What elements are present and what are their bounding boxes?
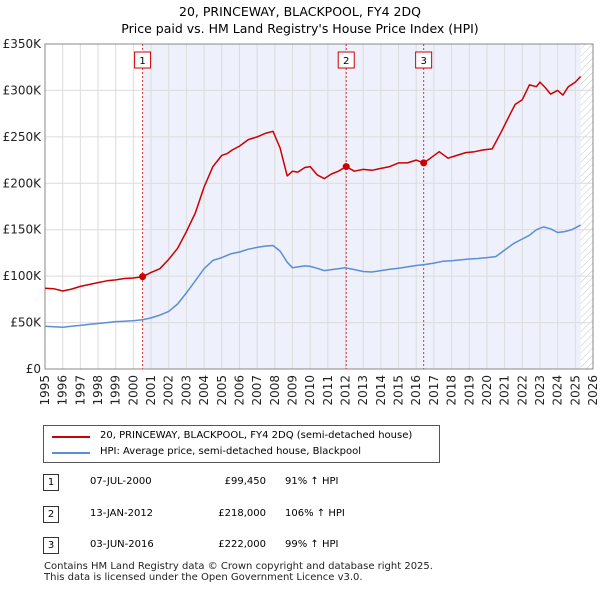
x-tick-label: 2014 [374, 375, 388, 406]
sale-price: £99,450 [224, 476, 266, 487]
x-tick-label: 2019 [462, 375, 476, 406]
y-tick-label: £300K [3, 83, 43, 97]
x-tick-label: 2008 [268, 375, 282, 406]
x-tick-label: 2010 [303, 375, 317, 406]
x-tick-label: 2025 [568, 375, 582, 406]
y-tick-label: £250K [3, 130, 43, 144]
x-tick-label: 2016 [409, 375, 423, 406]
y-tick-label: £350K [3, 37, 43, 51]
legend-label-property: 20, PRINCEWAY, BLACKPOOL, FY4 2DQ (semi-… [100, 430, 413, 441]
x-tick-label: 2011 [321, 375, 335, 406]
sale-hpi-change: 99% ↑ HPI [285, 539, 339, 550]
x-tick-label: 2022 [515, 375, 529, 406]
forecast-hatch [580, 44, 593, 369]
x-tick-label: 2006 [232, 375, 246, 406]
sale-hpi-change: 106% ↑ HPI [285, 508, 345, 519]
sale-marker-box [134, 51, 152, 69]
x-tick-label: 2017 [427, 375, 441, 406]
x-tick-label: 2007 [250, 375, 264, 406]
sale-row: 3 03-JUN-2016 £222,000 99% ↑ HPI [0, 537, 600, 555]
sale-marker-label: 3 [420, 56, 426, 67]
sale-marker-box [337, 51, 355, 69]
sale-price: £222,000 [218, 539, 266, 550]
sale-price: £218,000 [218, 508, 266, 519]
legend: 20, PRINCEWAY, BLACKPOOL, FY4 2DQ (semi-… [43, 425, 440, 463]
x-tick-label: 1998 [91, 375, 105, 406]
x-tick-label: 2003 [179, 375, 193, 406]
chart-title: 20, PRINCEWAY, BLACKPOOL, FY4 2DQ [179, 4, 421, 19]
y-tick-label: £200K [3, 176, 43, 190]
x-tick-label: 2002 [162, 375, 176, 406]
legend-swatch-property [52, 436, 90, 438]
chart-subtitle: Price paid vs. HM Land Registry's House … [121, 21, 479, 36]
x-tick-label: 2012 [339, 375, 353, 406]
sale-row: 2 13-JAN-2012 £218,000 106% ↑ HPI [0, 506, 600, 524]
sale-date: 13-JAN-2012 [90, 508, 154, 519]
legend-swatch-hpi [52, 452, 90, 454]
x-tick-label: 2013 [356, 375, 370, 406]
sale-row: 1 07-JUL-2000 £99,450 91% ↑ HPI [0, 474, 600, 492]
sale-date: 03-JUN-2016 [90, 539, 154, 550]
sale-marker-box [415, 51, 433, 69]
price-chart: £0 £50K £100K £150K £200K £250K £300K £350K 1995… [3, 37, 600, 406]
x-tick-label: 1996 [56, 375, 70, 406]
x-tick-label: 2004 [197, 375, 211, 406]
x-tick-label: 1997 [73, 375, 87, 406]
y-tick-label: £150K [3, 223, 43, 237]
sale-marker-label: 1 [139, 56, 145, 67]
x-tick-label: 2020 [480, 375, 494, 406]
sale-number-badge: 1 [43, 474, 59, 491]
hpi-line [44, 224, 581, 328]
sale-point [342, 163, 350, 171]
x-tick-label: 1999 [109, 375, 123, 406]
x-tick-label: 2026 [586, 375, 600, 406]
footer-copyright: Contains HM Land Registry data © Crown c… [44, 561, 433, 572]
sale-point [139, 273, 147, 281]
legend-label-hpi: HPI: Average price, semi-detached house,… [100, 446, 362, 457]
x-tick-label: 2023 [533, 375, 547, 406]
x-tick-label: 2005 [215, 375, 229, 406]
sale-hpi-change: 91% ↑ HPI [285, 476, 339, 487]
x-tick-label: 2024 [551, 375, 565, 406]
footer-licence: This data is licensed under the Open Gov… [44, 572, 363, 583]
sale-number-badge: 2 [43, 506, 59, 523]
sale-date: 07-JUL-2000 [90, 476, 152, 487]
y-tick-label: £50K [10, 316, 42, 330]
y-tick-label: £0 [26, 362, 41, 376]
x-tick-label: 2015 [392, 375, 406, 406]
x-tick-label: 2018 [445, 375, 459, 406]
x-tick-label: 2001 [144, 375, 158, 406]
x-tick-label: 2000 [126, 375, 140, 406]
x-tick-label: 2009 [285, 375, 299, 406]
sale-point [420, 159, 428, 167]
x-tick-label: 2021 [498, 375, 512, 406]
owned-period-shading [142, 44, 581, 369]
sale-marker-label: 2 [343, 56, 349, 67]
x-tick-label: 1995 [38, 375, 52, 406]
plot-frame [44, 43, 594, 370]
property-price-line [44, 75, 582, 292]
sale-number-badge: 3 [43, 537, 59, 554]
y-tick-label: £100K [3, 269, 43, 283]
footer: Contains HM Land Registry data © Crown c… [44, 561, 433, 583]
